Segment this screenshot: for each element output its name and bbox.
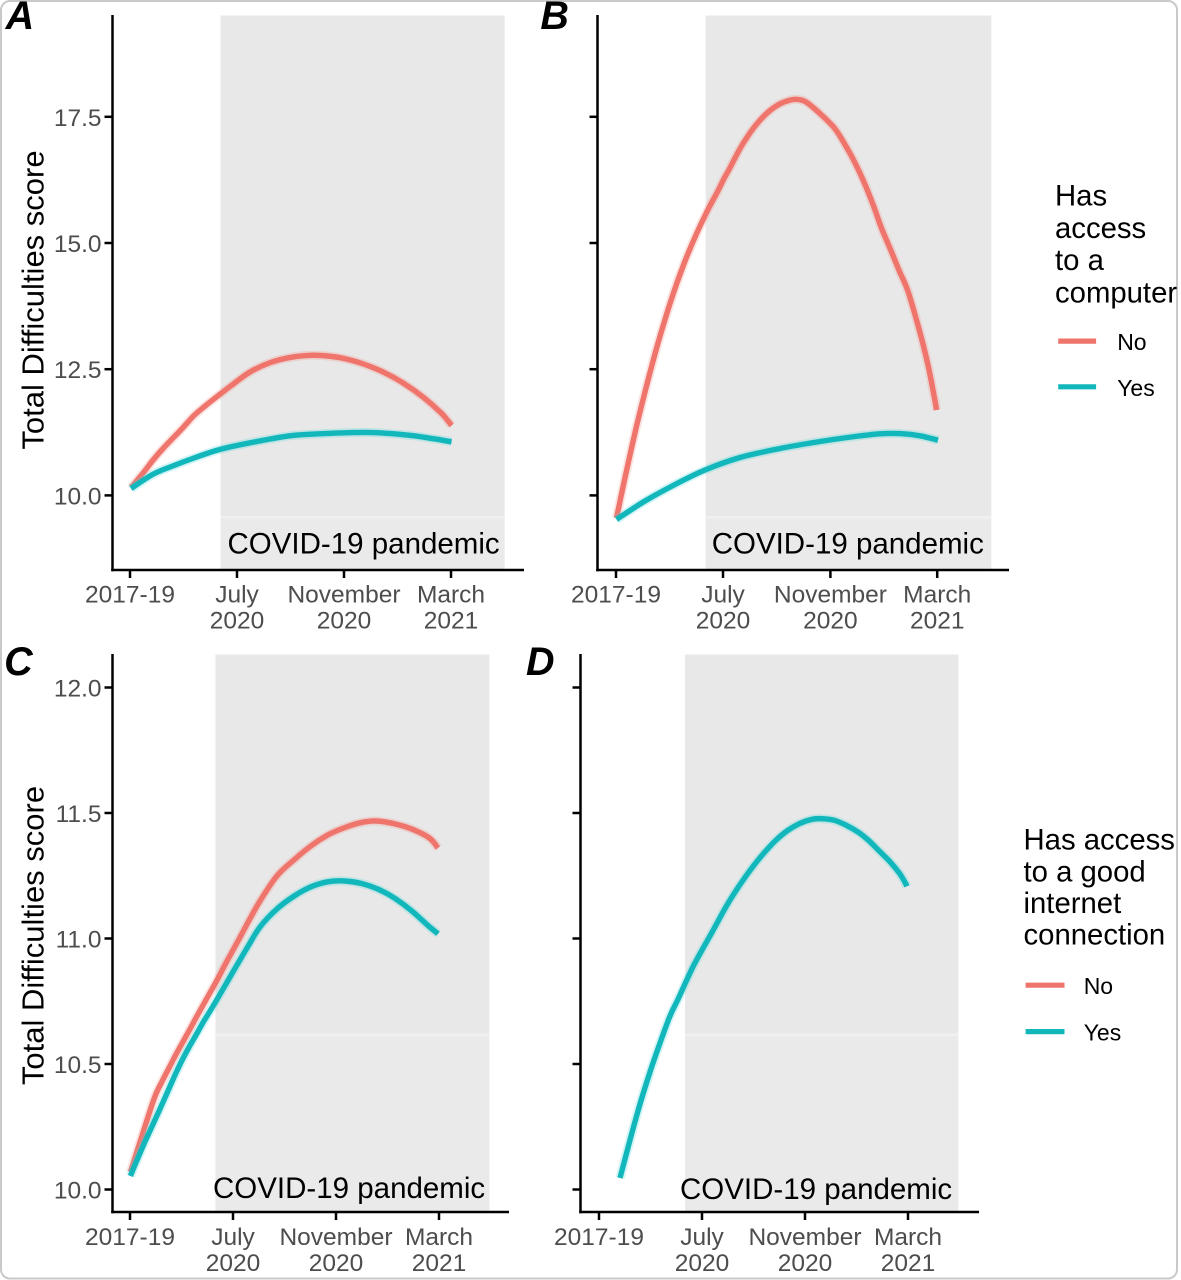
svg-text:July: July xyxy=(701,581,745,608)
svg-text:A: A xyxy=(5,0,35,38)
svg-text:2020: 2020 xyxy=(210,607,265,634)
svg-text:November: November xyxy=(279,1224,392,1251)
svg-text:2020: 2020 xyxy=(317,607,372,634)
svg-text:July: July xyxy=(211,1224,255,1251)
svg-text:2021: 2021 xyxy=(881,1250,936,1277)
svg-text:2017-19: 2017-19 xyxy=(571,581,661,608)
svg-text:2017-19: 2017-19 xyxy=(85,581,175,608)
svg-text:D: D xyxy=(526,640,555,684)
svg-text:Has: Has xyxy=(1055,180,1107,213)
svg-text:2020: 2020 xyxy=(309,1250,364,1277)
svg-text:COVID-19 pandemic: COVID-19 pandemic xyxy=(228,528,500,561)
svg-text:internet: internet xyxy=(1024,887,1122,920)
svg-text:B: B xyxy=(540,0,569,38)
svg-text:2020: 2020 xyxy=(696,607,751,634)
svg-text:10.5: 10.5 xyxy=(54,1052,102,1079)
svg-text:November: November xyxy=(287,581,400,608)
svg-text:access: access xyxy=(1055,212,1146,245)
svg-text:November: November xyxy=(774,581,887,608)
svg-text:March: March xyxy=(405,1224,473,1251)
svg-text:to a: to a xyxy=(1055,244,1105,277)
svg-text:2021: 2021 xyxy=(412,1250,467,1277)
svg-text:Yes: Yes xyxy=(1084,1020,1122,1046)
svg-text:to a good: to a good xyxy=(1024,855,1146,888)
svg-text:Has access: Has access xyxy=(1024,824,1175,857)
svg-text:Yes: Yes xyxy=(1117,375,1155,401)
svg-text:2020: 2020 xyxy=(675,1250,730,1277)
svg-text:COVID-19 pandemic: COVID-19 pandemic xyxy=(680,1173,952,1206)
svg-text:November: November xyxy=(748,1224,861,1251)
svg-text:10.0: 10.0 xyxy=(54,483,102,510)
svg-text:C: C xyxy=(4,640,33,684)
svg-text:2020: 2020 xyxy=(778,1250,833,1277)
svg-text:July: July xyxy=(215,581,259,608)
svg-text:July: July xyxy=(680,1224,724,1251)
svg-text:computer: computer xyxy=(1055,276,1177,309)
svg-text:March: March xyxy=(417,581,485,608)
svg-text:10.0: 10.0 xyxy=(54,1178,102,1205)
svg-text:17.5: 17.5 xyxy=(54,105,102,132)
svg-text:12.0: 12.0 xyxy=(54,676,102,703)
svg-text:15.0: 15.0 xyxy=(54,231,102,258)
svg-text:2017-19: 2017-19 xyxy=(85,1224,175,1251)
svg-text:11.0: 11.0 xyxy=(56,927,102,954)
svg-text:2020: 2020 xyxy=(803,607,858,634)
svg-text:COVID-19 pandemic: COVID-19 pandemic xyxy=(213,1172,485,1205)
svg-text:No: No xyxy=(1084,973,1113,999)
svg-text:2021: 2021 xyxy=(424,607,479,634)
svg-text:connection: connection xyxy=(1024,919,1166,952)
svg-text:March: March xyxy=(903,581,971,608)
svg-text:Total Difficulties score: Total Difficulties score xyxy=(16,786,51,1085)
svg-text:Total Difficulties score: Total Difficulties score xyxy=(16,150,51,449)
svg-text:12.5: 12.5 xyxy=(54,357,102,384)
svg-text:2021: 2021 xyxy=(910,607,965,634)
svg-text:2020: 2020 xyxy=(206,1250,261,1277)
svg-text:COVID-19 pandemic: COVID-19 pandemic xyxy=(712,527,984,560)
svg-text:March: March xyxy=(874,1224,942,1251)
svg-text:11.5: 11.5 xyxy=(56,801,102,828)
svg-text:No: No xyxy=(1117,329,1146,355)
svg-text:2017-19: 2017-19 xyxy=(554,1224,644,1251)
